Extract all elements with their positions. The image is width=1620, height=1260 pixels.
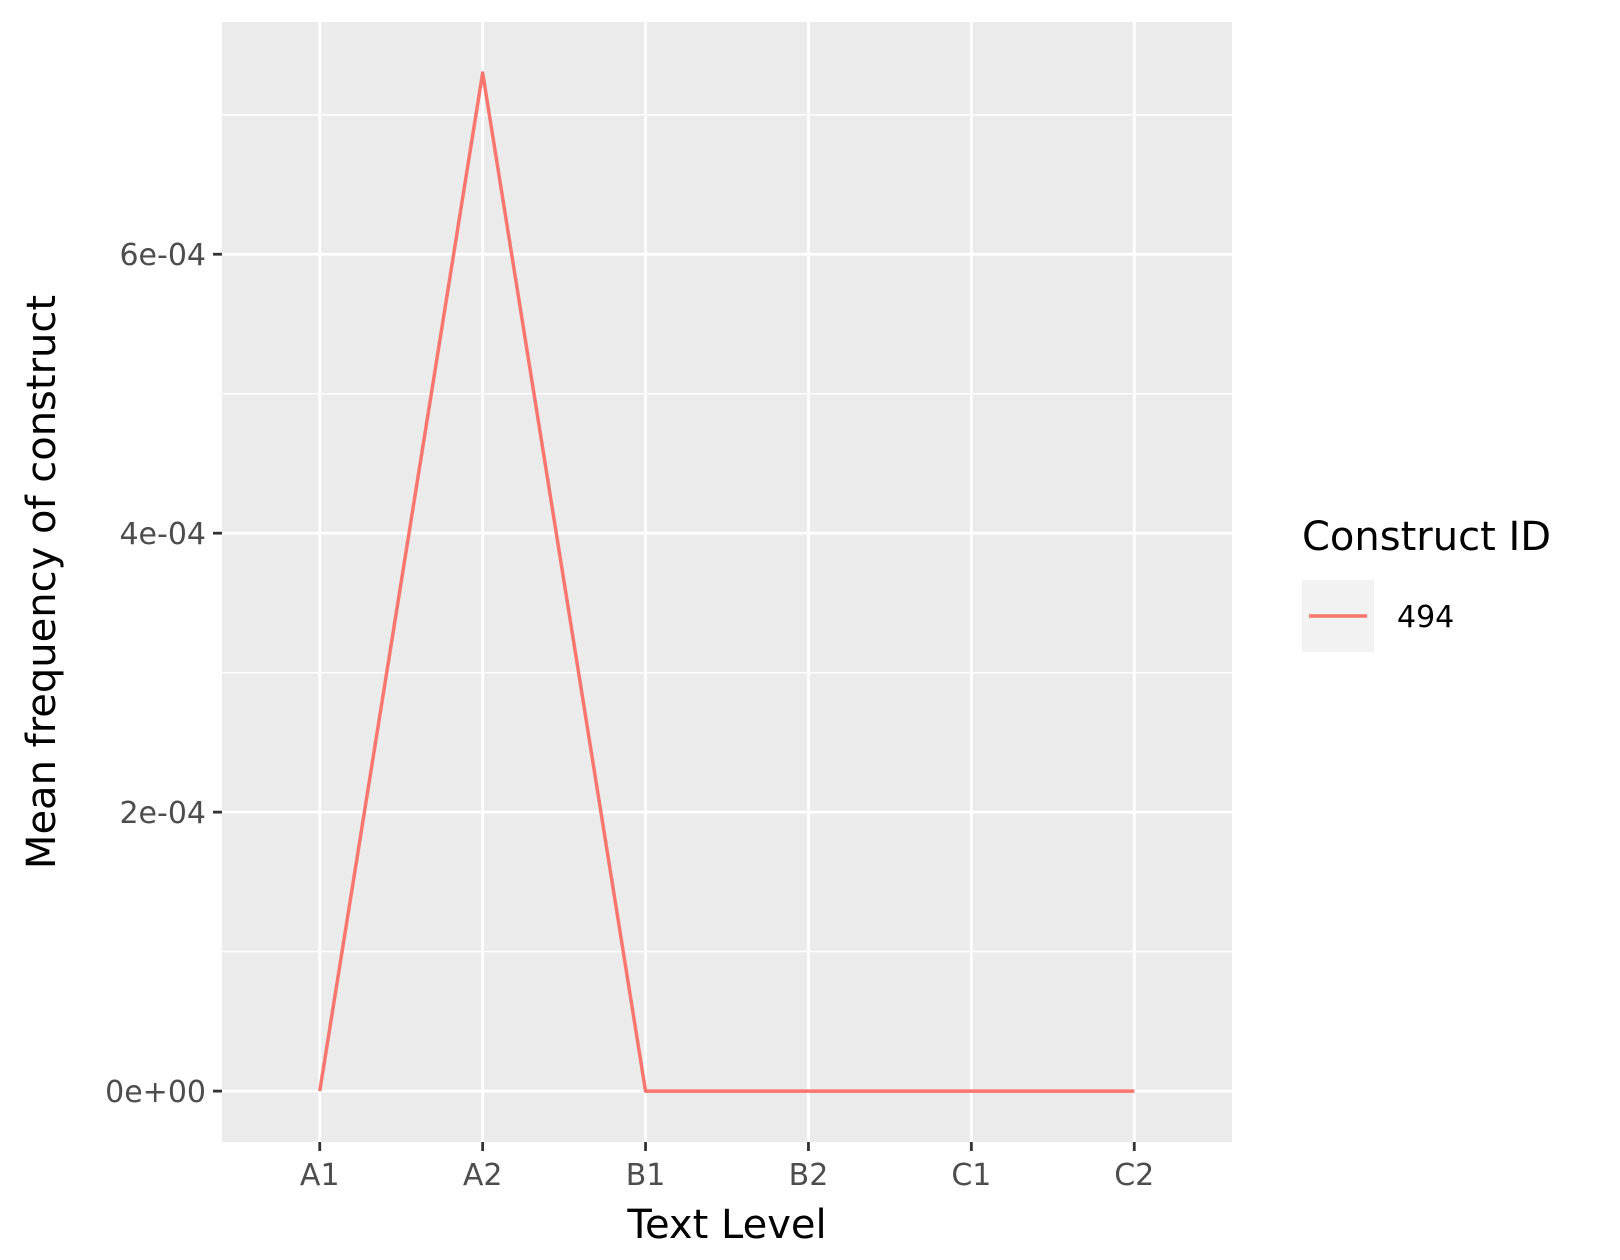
x-tick-label: B2 <box>789 1158 829 1193</box>
y-tick-label: 6e-04 <box>119 238 206 273</box>
x-axis-title: Text Level <box>626 1202 826 1248</box>
y-axis: 0e+00 2e-04 4e-04 6e-04 <box>105 238 222 1110</box>
y-tick-label: 4e-04 <box>119 517 206 552</box>
y-axis-title: Mean frequency of construct <box>19 295 65 869</box>
legend: Construct ID 494 <box>1302 514 1551 652</box>
y-tick-label: 0e+00 <box>105 1075 206 1110</box>
minor-gridlines <box>222 114 1232 953</box>
x-tick-label: B1 <box>626 1158 666 1193</box>
x-axis: A1 A2 B1 B2 C1 C2 <box>300 1142 1154 1193</box>
x-tick-label: C2 <box>1114 1158 1154 1193</box>
legend-title: Construct ID <box>1302 514 1551 560</box>
plot-panel <box>222 22 1232 1142</box>
legend-label-494: 494 <box>1397 600 1454 635</box>
x-tick-label: A2 <box>463 1158 503 1193</box>
series-line-494 <box>318 71 1135 1093</box>
y-tick-label: 2e-04 <box>119 796 206 831</box>
x-tick-label: A1 <box>300 1158 340 1193</box>
series-layer <box>318 71 1135 1093</box>
x-tick-label: C1 <box>951 1158 991 1193</box>
